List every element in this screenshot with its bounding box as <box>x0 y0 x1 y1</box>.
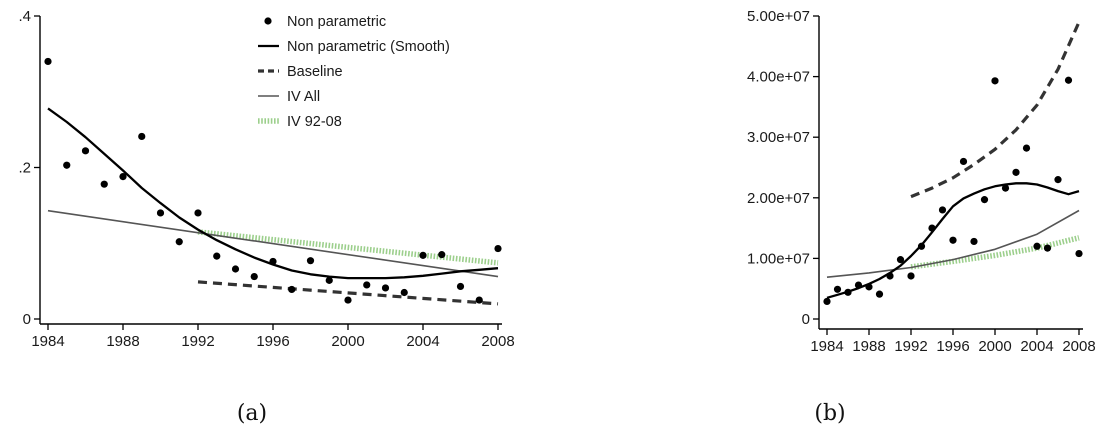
series-line-smooth <box>47 107 499 280</box>
series-line-baseline <box>910 21 1081 199</box>
series-line-iv_all <box>47 209 499 278</box>
legend-label-smooth: Non parametric (Smooth) <box>287 39 450 55</box>
y-tick-label: 4.00e+07 <box>747 69 810 86</box>
data-point-points <box>1043 244 1052 252</box>
y-tick-label: 5.00e+07 <box>747 8 810 25</box>
data-point-points <box>1022 144 1031 152</box>
data-point-points <box>991 77 999 85</box>
data-point-points <box>907 272 915 280</box>
x-tick-label: 1984 <box>810 338 843 355</box>
x-tick-label: 2008 <box>1062 338 1095 355</box>
data-point-points <box>288 285 296 294</box>
y-tick-label: 0 <box>802 311 810 328</box>
y-tick-label: 2.00e+07 <box>747 190 810 207</box>
data-point-points <box>1075 249 1083 258</box>
panel-b: (b) 0 1.00e+07 2.00e+07 3.00e+07 4.00e+07 5.0… <box>747 8 1096 426</box>
data-point-points <box>363 281 371 289</box>
data-point-points <box>1054 176 1062 184</box>
data-point-points <box>381 284 390 292</box>
y-tick-label: .4 <box>18 8 31 25</box>
data-point-points <box>419 251 427 259</box>
data-point-points <box>865 283 873 291</box>
data-point-points <box>213 252 221 260</box>
data-point-points <box>44 57 52 66</box>
data-point-points <box>949 236 957 244</box>
caption-b: (b) <box>814 401 845 426</box>
data-point-points <box>231 265 240 273</box>
data-point-points <box>875 290 884 298</box>
y-tick-label: 0 <box>23 311 31 328</box>
x-tick-label: 1984 <box>31 333 64 350</box>
x-tick-label: 1992 <box>181 333 214 350</box>
data-point-points <box>81 147 90 155</box>
data-point-points <box>456 282 465 291</box>
caption-a: (a) <box>237 401 267 426</box>
panel-a: (a) 0 .2 .4 1984 1988 1992 1996 2000 2004 2008 Non… <box>18 8 515 426</box>
series-line-iv_92_08 <box>910 235 1080 270</box>
series-line-iv_92_08 <box>197 229 499 266</box>
data-point-points <box>1012 168 1020 176</box>
legend: Non parametric Non parametric (Smooth) Bas… <box>258 14 450 130</box>
data-point-points <box>156 209 165 217</box>
data-point-points <box>928 224 936 232</box>
data-point-points <box>175 238 183 246</box>
data-point-points <box>833 285 842 293</box>
data-point-points <box>119 172 127 181</box>
x-tick-label: 2000 <box>331 333 364 350</box>
legend-label-points: Non parametric <box>287 14 386 30</box>
y-tick-label: 1.00e+07 <box>747 250 810 267</box>
data-point-points <box>959 157 968 166</box>
x-tick-label: 1996 <box>256 333 289 350</box>
data-point-points <box>896 256 905 264</box>
data-point-points <box>844 288 852 296</box>
data-point-points <box>63 161 71 169</box>
data-point-points <box>400 288 408 297</box>
data-point-points <box>306 257 315 265</box>
data-point-points <box>854 281 863 289</box>
data-point-points <box>823 297 831 306</box>
data-point-points <box>250 272 258 281</box>
data-point-points <box>325 276 333 284</box>
data-point-points <box>194 209 202 217</box>
data-point-points <box>1033 242 1041 250</box>
data-point-points <box>100 180 108 188</box>
x-tick-label: 1992 <box>894 338 927 355</box>
data-point-points <box>344 296 352 304</box>
y-tick-label: .2 <box>18 160 31 177</box>
x-tick-label: 1988 <box>852 338 885 355</box>
series-line-baseline <box>197 280 499 306</box>
data-point-points <box>1001 184 1010 192</box>
x-tick-label: 2004 <box>406 333 439 350</box>
data-point-points <box>438 251 446 259</box>
legend-label-iv_all: IV All <box>287 89 320 105</box>
x-tick-label: 2004 <box>1020 338 1053 355</box>
x-tick-label: 1988 <box>106 333 139 350</box>
y-tick-label: 3.00e+07 <box>747 129 810 146</box>
data-point-points <box>138 132 146 141</box>
data-point-points <box>938 206 947 214</box>
data-point-points <box>970 237 978 246</box>
data-point-points <box>494 244 502 253</box>
x-tick-label: 2008 <box>481 333 514 350</box>
plot-area-a <box>40 16 515 324</box>
series-line-iv_all <box>826 209 1080 278</box>
data-point-points <box>475 296 483 304</box>
data-point-points <box>917 242 926 250</box>
data-point-points <box>980 196 989 204</box>
data-point-points <box>269 257 277 266</box>
legend-label-iv_92_08: IV 92-08 <box>287 114 342 130</box>
legend-swatch-points <box>264 17 272 25</box>
x-tick-label: 2000 <box>978 338 1011 355</box>
legend-label-baseline: Baseline <box>287 64 343 80</box>
x-tick-label: 1996 <box>936 338 969 355</box>
data-point-points <box>886 272 894 280</box>
data-point-points <box>1064 76 1073 84</box>
